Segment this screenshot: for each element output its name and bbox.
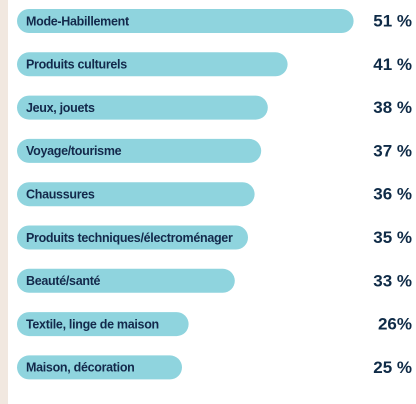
category-label: Maison, décoration [26,361,135,375]
value-label: 36 % [373,185,412,204]
value-label: 41 % [373,55,412,74]
value-label: 35 % [373,228,412,247]
value-label: 38 % [373,98,412,117]
value-label: 37 % [373,141,412,160]
value-label: 25 % [373,358,412,377]
bar [17,9,354,33]
category-label: Mode-Habillement [26,14,130,28]
side-strip [0,0,8,404]
category-label: Voyage/tourisme [26,144,122,158]
bar [17,268,235,293]
bar [17,52,288,77]
bar [17,95,268,120]
value-label: 51 % [373,11,412,30]
bar [17,182,255,207]
category-label: Produits culturels [26,58,127,72]
value-label: 33 % [373,271,412,290]
category-label: Beauté/santé [26,274,101,288]
bar [17,355,182,380]
bar [17,225,248,250]
category-label: Textile, linge de maison [26,317,159,331]
category-label: Chaussures [26,187,95,201]
value-label: 26% [378,315,412,334]
category-label: Jeux, jouets [26,101,95,115]
bar [17,138,262,163]
category-label: Produits techniques/électroménager [26,231,233,245]
bar [17,312,189,337]
